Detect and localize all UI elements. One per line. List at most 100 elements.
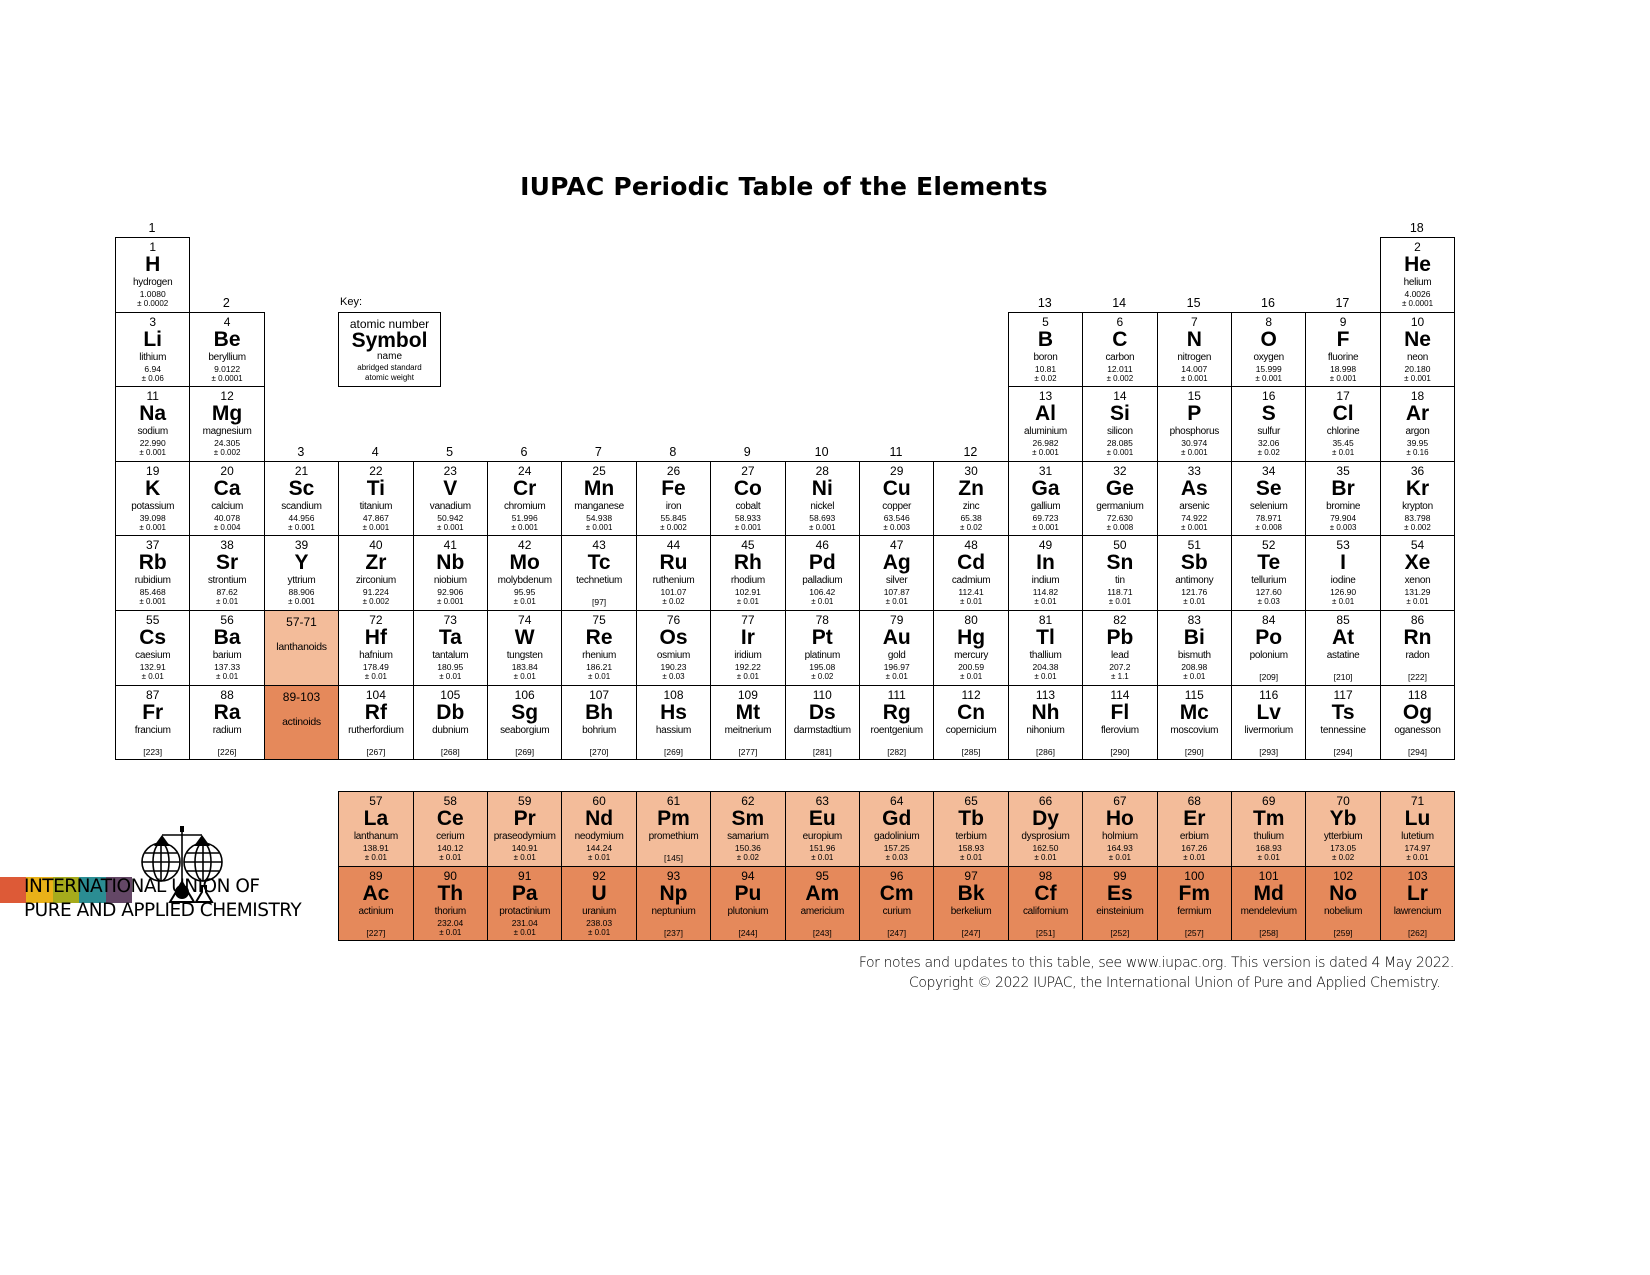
atomic-weight: [277] — [738, 746, 758, 757]
element-symbol: Ce — [436, 807, 464, 830]
atomic-weight: 63.546 — [883, 512, 910, 523]
group-label-2: 2 — [222, 295, 230, 310]
atomic-number: 117 — [1333, 687, 1353, 702]
weight-uncertainty: ± 0.001 — [139, 448, 167, 458]
group-label-10: 10 — [814, 444, 829, 459]
atomic-number: 27 — [741, 463, 755, 478]
atomic-weight: [281] — [812, 746, 832, 757]
element-symbol: Pb — [1106, 626, 1134, 649]
element-symbol: At — [1332, 626, 1355, 649]
element-name: rutherfordium — [348, 724, 404, 736]
weight-uncertainty: ± 0.01 — [587, 672, 611, 681]
element-cell-md: 101 Md mendelevium [258] — [1231, 865, 1307, 942]
element-name: mendelevium — [1240, 905, 1297, 917]
element-symbol: Hs — [660, 700, 687, 724]
element-symbol: Na — [139, 402, 167, 426]
element-cell-mc: 115 Mc moscovium [290] — [1156, 684, 1232, 761]
element-name: einsteinium — [1096, 905, 1144, 917]
element-name: nihonium — [1026, 724, 1065, 736]
element-name: lithium — [139, 351, 167, 363]
element-name: manganese — [574, 500, 624, 512]
element-symbol: Sg — [511, 700, 539, 724]
atomic-number: 112 — [961, 687, 981, 702]
element-cell-ta: 73 Ta tantalum 180.95 ± 0.01 — [412, 610, 488, 686]
atomic-number: 43 — [592, 538, 606, 553]
atomic-number: 26 — [666, 463, 681, 478]
element-symbol: Cd — [957, 551, 986, 575]
atomic-number: 55 — [146, 613, 160, 627]
element-cell-pb: 82 Pb lead 207.2 ± 1.1 — [1082, 610, 1158, 686]
atomic-number: 59 — [518, 794, 532, 808]
weight-uncertainty: ± 0.02 — [736, 853, 759, 862]
element-cell-ir: 77 Ir iridium 192.22 ± 0.01 — [710, 610, 786, 686]
weight-uncertainty: ± 0.002 — [1106, 373, 1134, 383]
atomic-number: 15 — [1187, 389, 1201, 404]
element-name: zirconium — [355, 575, 396, 587]
element-symbol: Yb — [1329, 807, 1357, 830]
atomic-weight: 30.974 — [1181, 438, 1208, 449]
atomic-weight: 40.078 — [214, 512, 241, 523]
element-name: flerovium — [1100, 724, 1139, 736]
element-symbol: Th — [437, 881, 464, 905]
atomic-number: 28 — [815, 463, 829, 478]
atomic-weight: [270] — [589, 746, 609, 757]
element-name: meitnerium — [724, 724, 772, 736]
element-cell-sb: 51 Sb antimony 121.76 ± 0.01 — [1156, 535, 1232, 611]
element-symbol: Tc — [587, 551, 611, 575]
atomic-weight: 231.04 — [511, 917, 538, 928]
atomic-number: 24 — [518, 463, 532, 478]
atomic-number: 1 — [149, 240, 157, 254]
element-name: americium — [800, 905, 845, 917]
element-symbol: Np — [659, 881, 688, 905]
atomic-number: 7 — [1190, 314, 1198, 329]
element-cell-nd: 60 Nd neodymium 144.24 ± 0.01 — [561, 791, 637, 867]
element-symbol: I — [1340, 551, 1346, 575]
atomic-weight: [258] — [1259, 927, 1279, 938]
element-symbol: Re — [585, 626, 613, 649]
element-name: gold — [887, 650, 906, 661]
logo-bar — [79, 877, 106, 903]
atomic-weight: 79.904 — [1330, 512, 1357, 523]
element-name: krypton — [1402, 500, 1433, 512]
weight-uncertainty: ± 0.01 — [1331, 448, 1355, 458]
atomic-weight: 190.23 — [660, 662, 687, 672]
atomic-number: 96 — [890, 868, 904, 883]
atomic-weight: 200.59 — [958, 662, 985, 672]
element-cell-re: 75 Re rhenium 186.21 ± 0.01 — [561, 610, 637, 686]
atomic-number: 118 — [1407, 687, 1428, 702]
element-symbol: Ar — [1405, 402, 1430, 426]
atomic-weight: 106.42 — [809, 587, 836, 598]
atomic-number: 82 — [1113, 613, 1127, 627]
atomic-weight: 157.25 — [883, 843, 910, 853]
element-cell-bk: 97 Bk berkelium [247] — [933, 865, 1009, 942]
weight-uncertainty: ± 0.001 — [1404, 373, 1431, 383]
atomic-weight: [251] — [1036, 927, 1055, 938]
atomic-number: 105 — [440, 687, 461, 702]
element-cell-te: 52 Te tellurium 127.60 ± 0.03 — [1231, 535, 1307, 611]
atomic-weight: 88.906 — [288, 587, 315, 598]
element-symbol: Cs — [139, 626, 167, 649]
element-name: hydrogen — [133, 277, 173, 288]
atomic-weight: 204.38 — [1032, 662, 1059, 672]
atomic-number: 75 — [592, 613, 606, 627]
weight-uncertainty: ± 0.0002 — [137, 299, 169, 308]
element-name: roentgenium — [870, 724, 924, 736]
atomic-number: 16 — [1262, 389, 1276, 404]
element-symbol: Mc — [1179, 700, 1209, 724]
atomic-weight: 47.867 — [362, 512, 389, 523]
element-name: hassium — [655, 724, 692, 736]
element-name: livermorium — [1244, 724, 1294, 736]
element-symbol: P — [1187, 402, 1202, 426]
element-name: gallium — [1030, 500, 1061, 512]
element-cell-tc: 43 Tc technetium [97] — [561, 535, 637, 611]
element-name: chlorine — [1326, 426, 1360, 438]
atomic-number: 13 — [1038, 389, 1053, 404]
element-name: mercury — [954, 650, 989, 661]
element-cell-hg: 80 Hg mercury 200.59 ± 0.01 — [933, 610, 1009, 686]
weight-uncertainty: ± 0.01 — [1406, 853, 1429, 862]
atomic-number: 12 — [220, 389, 234, 404]
atomic-weight: 168.93 — [1255, 843, 1282, 853]
element-symbol: Cm — [879, 881, 914, 905]
